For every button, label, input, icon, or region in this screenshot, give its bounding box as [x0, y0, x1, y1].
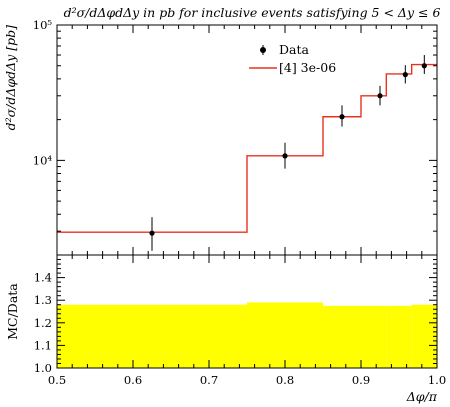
- ratio-band-segment: [247, 302, 323, 368]
- x-tick-label: 0.5: [48, 373, 66, 387]
- data-point-marker: [377, 93, 383, 99]
- main-axis-ticks: [56, 24, 438, 256]
- data-point-marker: [402, 72, 408, 78]
- x-tick-label: 0.6: [124, 373, 142, 387]
- main-y-axis-label: d²σ/dΔφdΔy [pb]: [3, 25, 18, 130]
- data-point: [377, 85, 383, 106]
- ratio-y-tick-label: 1.4: [34, 271, 52, 285]
- x-tick-label: 0.9: [352, 373, 370, 387]
- ratio-band: [57, 302, 437, 368]
- ratio-band-segment: [323, 305, 361, 368]
- ratio-y-tick-labels: 1.0 1.1 1.2 1.3 1.4: [34, 271, 52, 375]
- ratio-plot-frame: [56, 254, 438, 369]
- ratio-y-tick-label: 1.0: [34, 361, 52, 375]
- data-point: [339, 105, 345, 127]
- legend: Data [4] 3e-06: [249, 42, 336, 75]
- data-points: [149, 55, 427, 251]
- main-y-tick-label: 10⁴: [33, 153, 53, 167]
- ratio-band-segment: [361, 305, 387, 368]
- main-y-tick-label: 10⁵: [33, 18, 53, 32]
- legend-label-mc: [4] 3e-06: [279, 60, 336, 75]
- data-point: [282, 142, 288, 169]
- main-plot-panel: 10⁴ 10⁵ d²σ/dΔφdΔy [pb]: [3, 18, 438, 256]
- x-axis-label: Δφ/π: [406, 389, 438, 404]
- legend-label-data: Data: [279, 42, 309, 57]
- ratio-y-axis-label: MC/Data: [5, 283, 20, 340]
- ratio-band-segment: [386, 305, 412, 368]
- chart-title: d²σ/dΔφdΔy in pb for inclusive events sa…: [64, 5, 441, 20]
- data-point-marker: [421, 63, 427, 69]
- ratio-band-segment: [57, 304, 247, 368]
- ratio-axis-ticks: [56, 254, 438, 369]
- legend-data-marker: [260, 47, 266, 53]
- ratio-y-tick-label: 1.2: [34, 316, 52, 330]
- mc-step-histogram: [57, 63, 437, 233]
- ratio-y-tick-label: 1.3: [34, 293, 52, 307]
- ratio-plot-panel: 1.0 1.1 1.2 1.3 1.4 0.5 0.6 0.7 0.8 0.9 1.0 MC/Da…: [5, 254, 446, 404]
- main-y-tick-labels: 10⁴ 10⁵: [33, 18, 53, 167]
- mc-step-line: [57, 63, 437, 233]
- data-point: [421, 55, 427, 74]
- data-point: [149, 217, 155, 251]
- x-tick-label: 1.0: [428, 373, 446, 387]
- x-tick-labels: 0.5 0.6 0.7 0.8 0.9 1.0: [48, 373, 446, 387]
- data-point-marker: [339, 114, 345, 120]
- ratio-y-tick-label: 1.1: [34, 338, 52, 352]
- data-point-marker: [149, 230, 155, 236]
- x-tick-label: 0.8: [276, 373, 294, 387]
- data-point-marker: [282, 153, 288, 159]
- x-tick-label: 0.7: [200, 373, 218, 387]
- ratio-band-segment: [411, 304, 437, 368]
- data-point: [402, 65, 408, 84]
